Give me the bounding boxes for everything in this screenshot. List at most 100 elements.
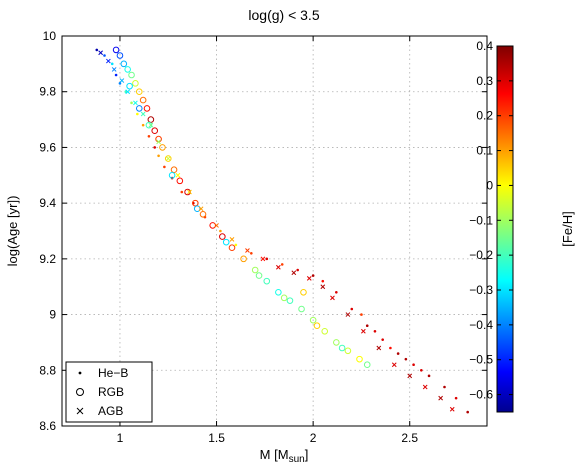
y-tick-label: 9 bbox=[49, 308, 56, 322]
y-tick-label: 8.8 bbox=[39, 363, 56, 377]
agb-point-stroke bbox=[260, 256, 266, 262]
legend: He−B RGB AGB bbox=[65, 361, 153, 423]
agb-point bbox=[391, 362, 397, 368]
rgb-point bbox=[298, 305, 305, 313]
heb-point bbox=[321, 279, 325, 283]
agb-point bbox=[133, 100, 138, 106]
heb-point bbox=[110, 62, 114, 66]
rgb-point bbox=[240, 255, 247, 263]
heb-point bbox=[265, 257, 269, 261]
rgb-point bbox=[164, 155, 172, 162]
rgb-point bbox=[120, 60, 128, 68]
rgb-point bbox=[126, 82, 133, 90]
legend-label-agb: AGB bbox=[98, 404, 123, 418]
agb-point-stroke bbox=[111, 67, 117, 72]
rgb-point bbox=[170, 166, 178, 174]
heb-point bbox=[296, 268, 299, 272]
agb-point-stroke bbox=[407, 373, 413, 379]
agb-point bbox=[98, 50, 103, 56]
plot-frame bbox=[61, 35, 488, 427]
rgb-point bbox=[219, 233, 226, 240]
agb-point bbox=[345, 312, 351, 317]
colorbar-tick-label: 0.2 bbox=[476, 109, 493, 123]
rgb-point bbox=[263, 277, 271, 285]
agb-point bbox=[438, 395, 443, 401]
agb-point-stroke bbox=[214, 223, 219, 228]
agb-point bbox=[276, 264, 281, 270]
legend-x-icon bbox=[76, 407, 84, 415]
colorbar-tick-label: 0 bbox=[486, 178, 493, 192]
rgb-point bbox=[280, 294, 288, 302]
rgb-point bbox=[286, 297, 294, 304]
rgb-point bbox=[151, 127, 159, 135]
colorbar-tick-label: 0.4 bbox=[476, 39, 493, 53]
agb-point-stroke bbox=[187, 189, 192, 195]
y-tick-label: 9.2 bbox=[39, 252, 56, 266]
chart-title: log(g) < 3.5 bbox=[248, 7, 319, 23]
y-tick-label: 9.6 bbox=[39, 140, 56, 154]
rgb-point bbox=[135, 88, 143, 96]
heb-point bbox=[381, 338, 384, 341]
y-tick-label: 10 bbox=[43, 29, 57, 43]
heb-point bbox=[219, 229, 222, 233]
heb-point bbox=[157, 154, 160, 158]
x-axis-label-end: ] bbox=[305, 447, 309, 462]
rgb-point bbox=[209, 222, 216, 229]
y-tick-label: 9.8 bbox=[39, 85, 56, 99]
heb-point bbox=[153, 146, 157, 149]
heb-point bbox=[420, 368, 423, 372]
agb-point bbox=[125, 89, 131, 95]
agb-point-stroke bbox=[291, 270, 297, 276]
agb-point-stroke bbox=[320, 284, 326, 290]
agb-point-stroke bbox=[165, 156, 171, 161]
agb-point-stroke bbox=[98, 50, 103, 56]
rgb-point bbox=[363, 361, 371, 369]
colorbar-tick-label: 0.3 bbox=[476, 74, 493, 88]
heb-point bbox=[147, 134, 151, 138]
agb-point bbox=[320, 284, 326, 290]
rgb-point bbox=[139, 96, 147, 104]
colorbar-gradient bbox=[497, 46, 513, 412]
agb-point bbox=[407, 373, 413, 379]
agb-point bbox=[156, 139, 161, 145]
agb-point-stroke bbox=[119, 78, 125, 83]
agb-point-stroke bbox=[345, 312, 351, 317]
agb-point bbox=[376, 345, 382, 351]
colorbar-tick-label: −0.3 bbox=[469, 283, 493, 297]
data-points bbox=[95, 46, 469, 414]
rgb-point bbox=[147, 116, 155, 123]
heb-point bbox=[280, 263, 284, 266]
agb-point-stroke bbox=[156, 139, 161, 145]
agb-point bbox=[175, 172, 181, 178]
agb-point bbox=[165, 156, 171, 161]
heb-point bbox=[180, 190, 184, 194]
heb-point bbox=[118, 82, 122, 85]
heb-point bbox=[396, 352, 400, 355]
agb-point-stroke bbox=[306, 276, 312, 281]
agb-point bbox=[229, 237, 235, 242]
agb-point-stroke bbox=[276, 264, 281, 270]
heb-point bbox=[412, 363, 415, 367]
agb-point bbox=[449, 406, 455, 412]
agb-point-stroke bbox=[175, 172, 181, 178]
rgb-point bbox=[143, 105, 151, 112]
rgb-point bbox=[168, 171, 176, 179]
colorbar-tick-label: 0.1 bbox=[476, 144, 493, 158]
agb-point bbox=[245, 248, 250, 253]
rgb-point bbox=[251, 266, 259, 274]
colorbar-tick-label: −0.5 bbox=[469, 353, 493, 367]
agb-point-stroke bbox=[422, 384, 428, 390]
agb-point bbox=[306, 276, 312, 281]
heb-point bbox=[373, 329, 377, 333]
agb-point bbox=[187, 189, 192, 195]
agb-point-stroke bbox=[245, 248, 250, 253]
rgb-point bbox=[338, 344, 346, 352]
rgb-point bbox=[132, 80, 139, 87]
rgb-point bbox=[193, 205, 201, 213]
x-tick-label: 1.5 bbox=[208, 431, 225, 445]
y-axis-ticks: 8.6 8.8 9 9.2 9.4 9.6 9.8 10 bbox=[39, 29, 487, 433]
colorbar-tick-label: −0.2 bbox=[469, 248, 493, 262]
agb-point bbox=[111, 67, 117, 72]
agb-point bbox=[330, 295, 335, 301]
